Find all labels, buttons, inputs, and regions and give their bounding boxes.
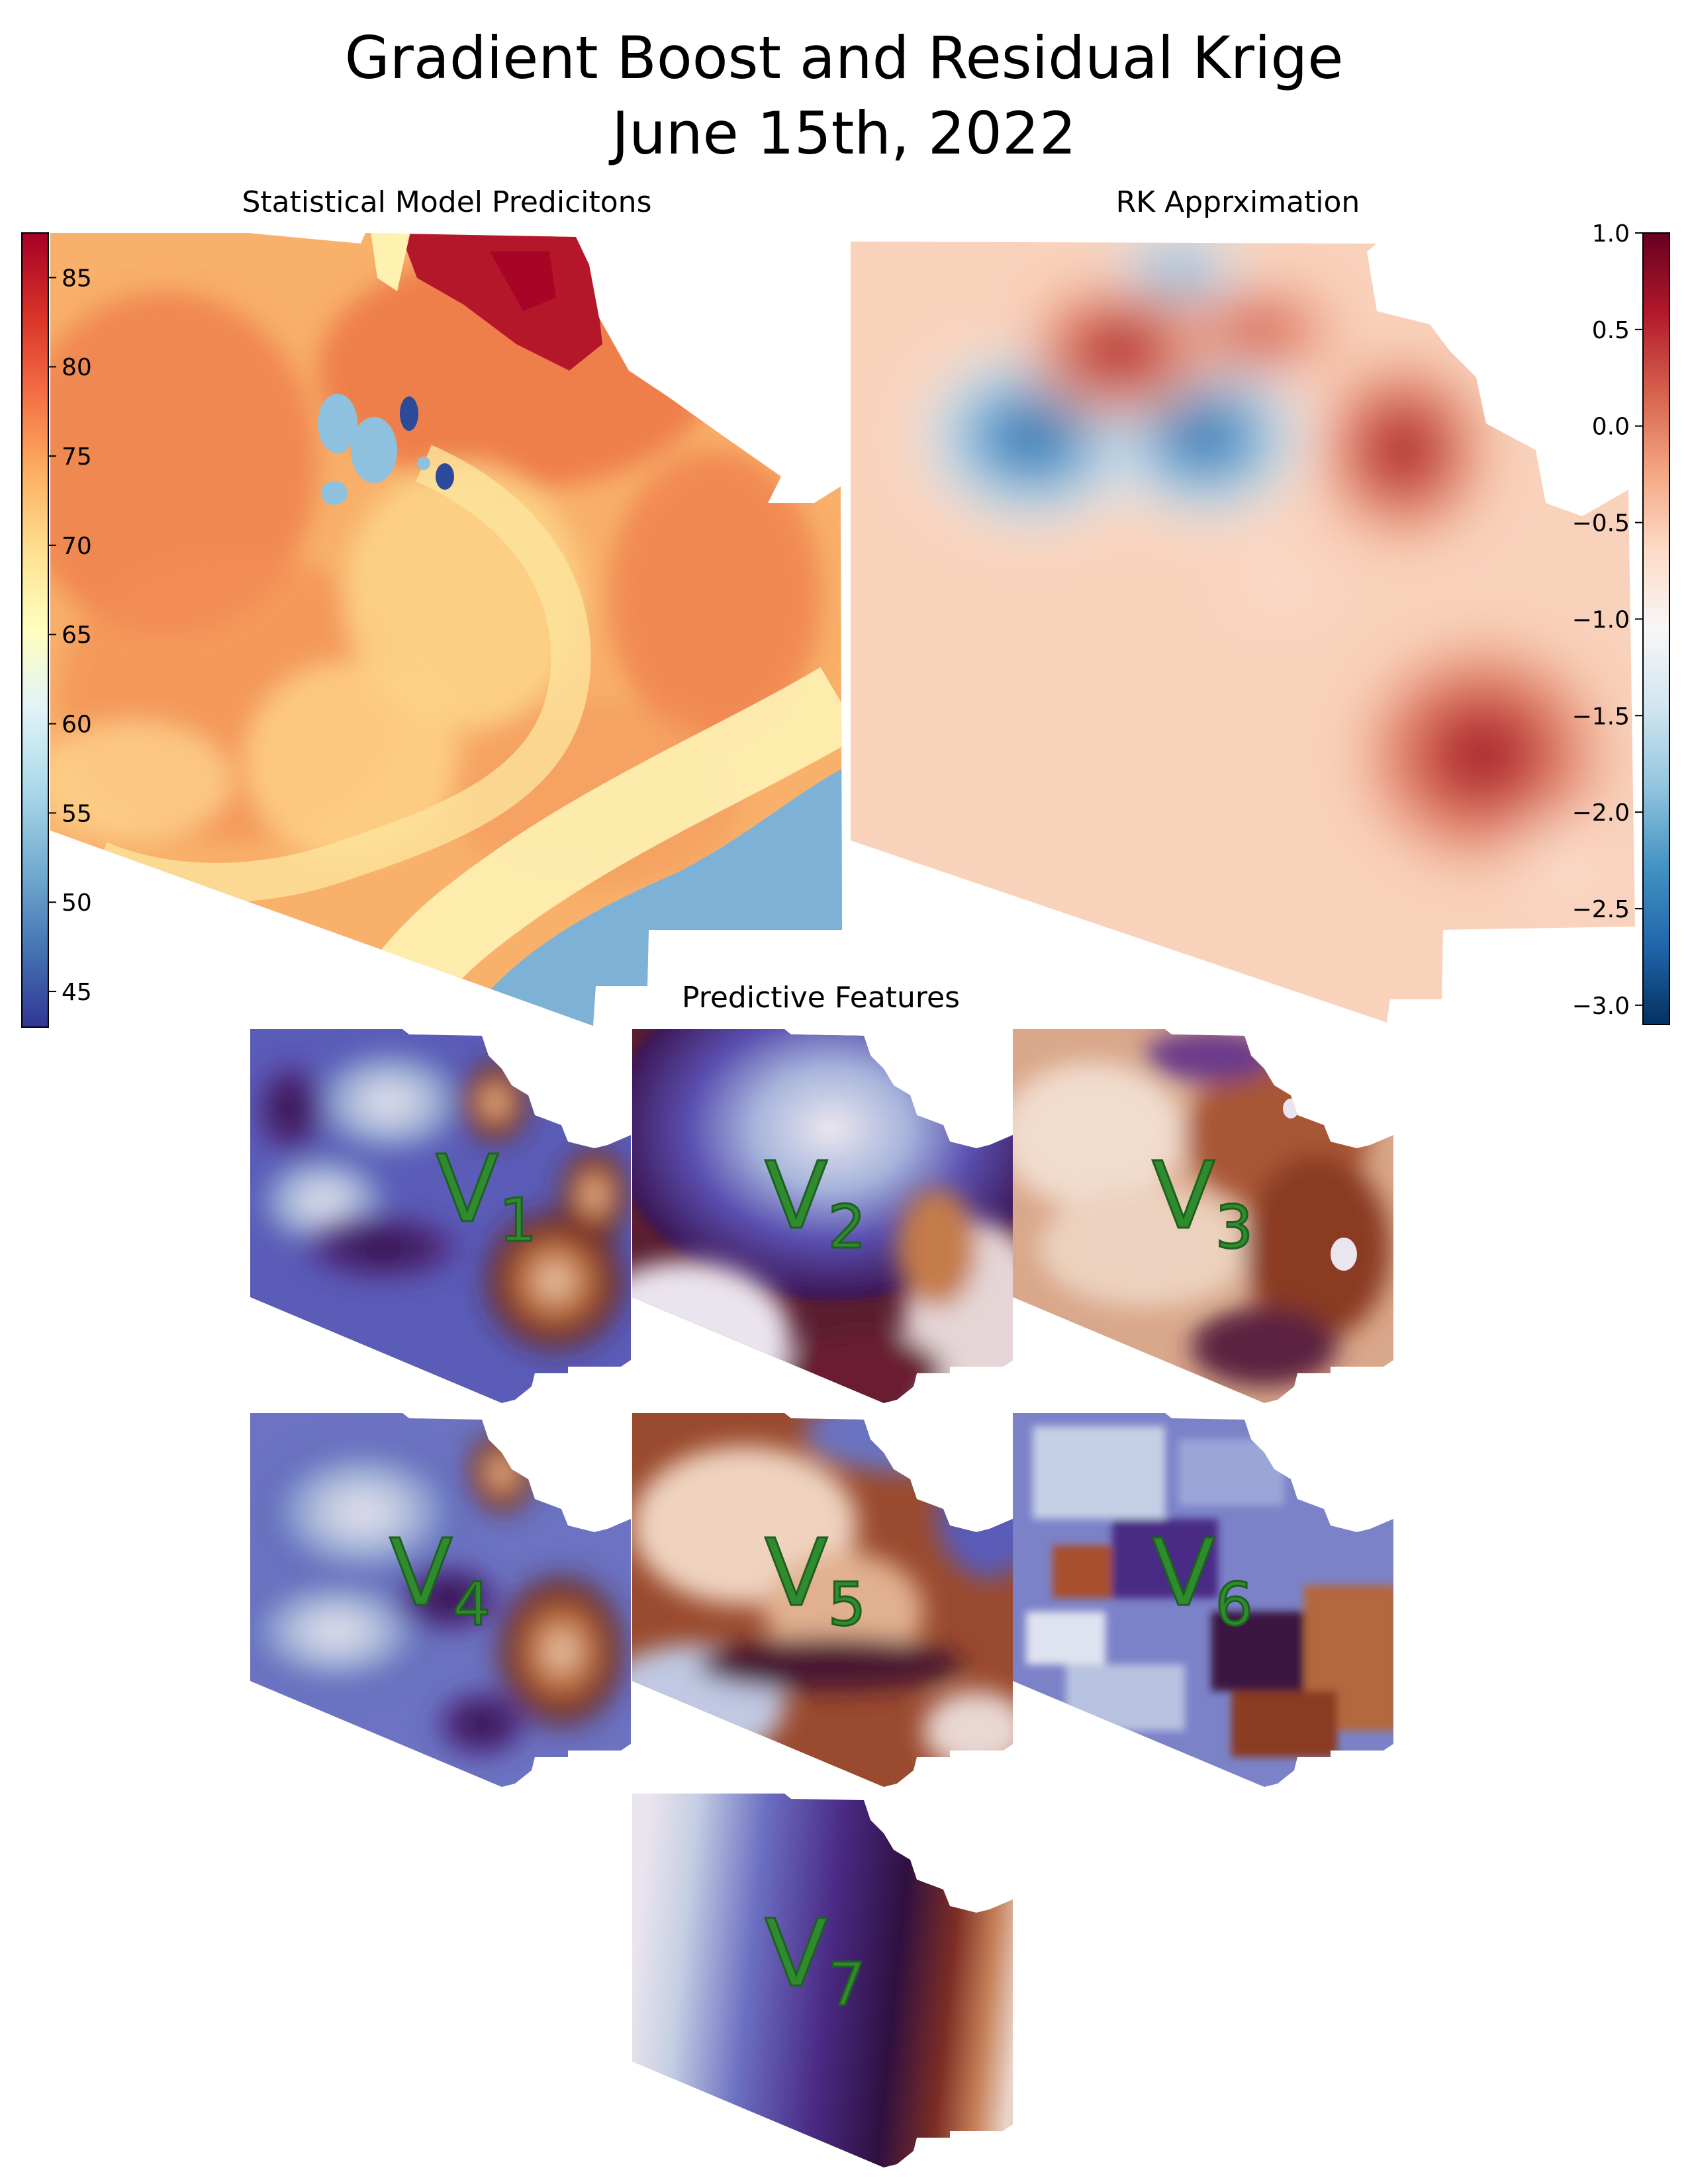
right-colorbar-tick-label: −1.0 [1572,606,1630,633]
prediction-map [50,233,842,1026]
feature-panel-v3: V3 [1013,1029,1393,1403]
feature-label-v6: V6 [1152,1520,1253,1639]
feature-label-v7: V7 [765,1900,866,2020]
feature-panel-v4: V4 [250,1413,631,1787]
right-colorbar-tick-label: −1.5 [1572,703,1630,730]
right-colorbar-tick-label: 0.5 [1592,317,1630,344]
feature-panel-v7: V7 [632,1794,1013,2167]
left-colorbar-tick-label: 45 [62,979,92,1006]
rk-map [851,242,1635,1023]
right-panel-title: RK Apprximation [1116,185,1360,219]
right-colorbar-tick-label: −2.0 [1572,799,1630,827]
feature-label-v5: V5 [765,1520,866,1639]
right-colorbar-tick-label: −2.5 [1572,896,1630,923]
feature-label-v2: V2 [765,1142,866,1262]
features-title: Predictive Features [682,981,960,1015]
left-panel-title: Statistical Model Predicitons [242,185,652,219]
feature-panel-v1: V1 [250,1029,631,1403]
left-colorbar-tick-label: 85 [62,265,92,292]
right-colorbar-tick-label: 1.0 [1592,220,1630,248]
feature-panel-v2: V2 [632,1029,1013,1403]
left-colorbar-tick-label: 70 [62,533,92,560]
right-colorbar-tick-label: 0.0 [1592,414,1630,441]
left-colorbar-tick-label: 80 [62,354,92,381]
right-colorbar-ticks: 1.0 0.5 0.0 −0.5 −1.0 −1.5 −2.0 −2.5 −3.0 [1572,220,1643,1020]
left-colorbar-ticks: 45 50 55 60 65 70 75 80 85 [48,265,92,1006]
feature-label-v1: V1 [436,1136,537,1255]
left-colorbar-tick-label: 55 [62,800,92,827]
figure-title-line2: June 15th, 2022 [608,99,1076,167]
feature-panel-v6: V6 [1013,1413,1393,1787]
right-colorbar: 1.0 0.5 0.0 −0.5 −1.0 −1.5 −2.0 −2.5 −3.0 [1572,220,1670,1025]
figure-title-line1: Gradient Boost and Residual Krige [345,24,1344,92]
left-colorbar-tick-label: 50 [62,889,92,917]
left-colorbar-tick-label: 65 [62,622,92,649]
feature-label-v3: V3 [1152,1142,1253,1262]
left-colorbar-tick-label: 60 [62,711,92,739]
feature-label-v4: V4 [389,1520,491,1639]
left-colorbar: 45 50 55 60 65 70 75 80 85 [21,232,92,1028]
feature-panel-v5: V5 [632,1413,1013,1787]
left-colorbar-tick-label: 75 [62,443,92,471]
right-colorbar-tick-label: −0.5 [1572,510,1630,537]
right-colorbar-tick-label: −3.0 [1572,993,1630,1020]
